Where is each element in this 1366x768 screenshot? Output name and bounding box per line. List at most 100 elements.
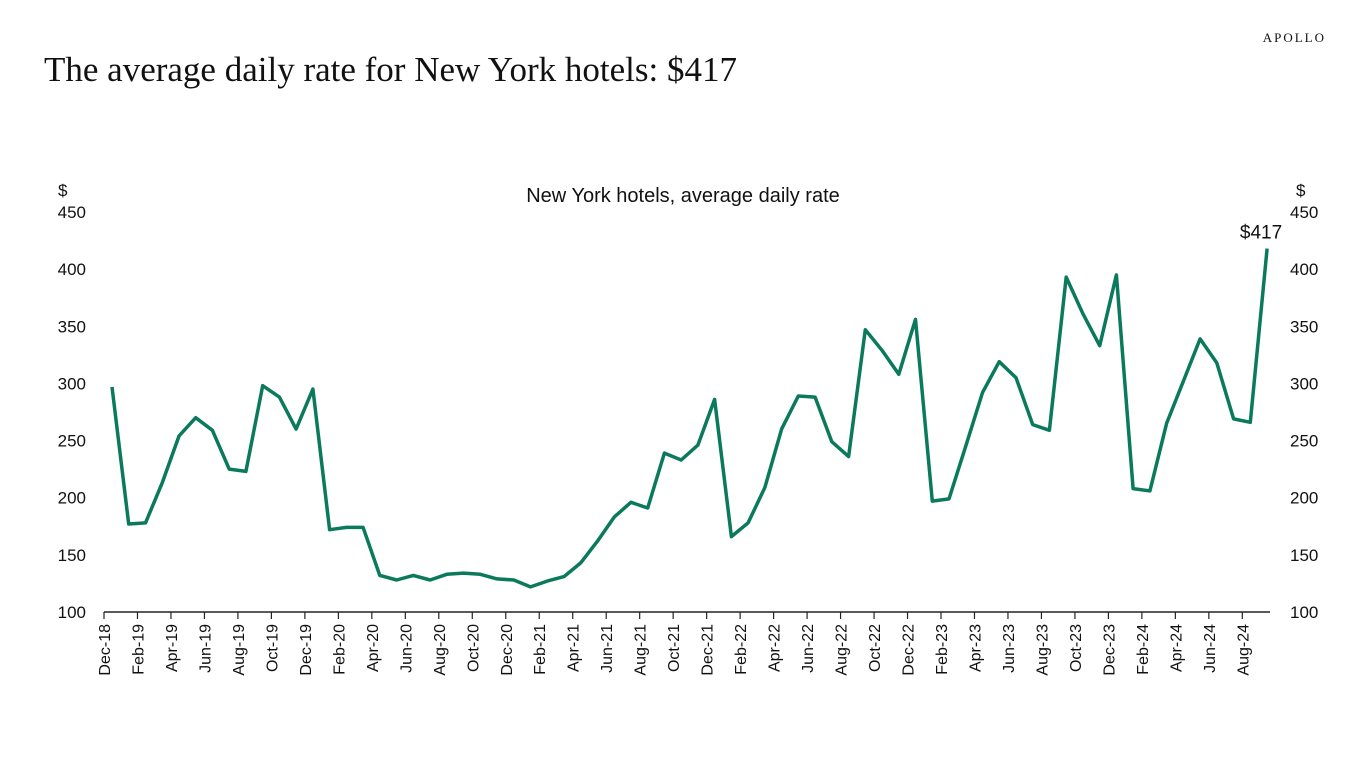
- data-point-Nov-21: [696, 444, 699, 447]
- data-point-Apr-24: [1182, 380, 1185, 383]
- data-point-Aug-22: [847, 455, 850, 458]
- x-tick-label: Jun-24: [1202, 624, 1219, 673]
- data-point-Feb-23: [948, 497, 951, 500]
- y-tick-label-left: 300: [58, 374, 86, 393]
- data-point-May-21: [596, 540, 599, 543]
- x-tick-label: Aug-22: [834, 624, 851, 676]
- data-point-Nov-20: [496, 577, 499, 580]
- data-point-Jan-21: [529, 585, 532, 588]
- x-tick-label: Feb-22: [733, 624, 750, 675]
- data-point-Jul-21: [629, 501, 632, 504]
- data-point-Feb-20: [345, 526, 348, 529]
- y-tick-label-left: 450: [58, 203, 86, 222]
- x-tick-label: Feb-20: [331, 624, 348, 675]
- y-tick-label-left: 350: [58, 317, 86, 336]
- x-tick-label: Oct-22: [867, 624, 884, 672]
- series-line: [110, 248, 1269, 589]
- x-tick-label: Apr-23: [967, 624, 984, 672]
- data-point-Dec-22: [914, 318, 917, 321]
- data-point-Sep-22: [864, 328, 867, 331]
- x-tick-label: Feb-23: [934, 624, 951, 675]
- data-point-Aug-23: [1048, 429, 1051, 432]
- data-point-May-24: [1199, 337, 1202, 340]
- data-point-Nov-22: [897, 373, 900, 376]
- x-tick-label: Dec-20: [499, 624, 516, 676]
- data-point-Apr-23: [981, 391, 984, 394]
- data-point-Apr-22: [780, 428, 783, 431]
- data-point-Jul-23: [1031, 423, 1034, 426]
- data-point-Feb-21: [546, 580, 549, 583]
- x-tick-label: Apr-24: [1168, 624, 1185, 672]
- data-point-Dec-19: [311, 388, 314, 391]
- data-point-Sep-20: [462, 572, 465, 575]
- data-point-May-23: [998, 360, 1001, 363]
- data-point-Mar-21: [562, 575, 565, 578]
- x-tick-label: Jun-20: [398, 624, 415, 673]
- x-tick-label: Feb-21: [532, 624, 549, 675]
- series-points: [111, 247, 1269, 588]
- data-point-Aug-20: [445, 573, 448, 576]
- data-point-Sep-23: [1065, 276, 1068, 279]
- x-tick-label: Dec-23: [1101, 624, 1118, 676]
- x-tick-label: Oct-19: [264, 624, 281, 672]
- data-point-Jan-24: [1132, 487, 1135, 490]
- data-point-Mar-24: [1165, 422, 1168, 425]
- data-point-Jun-23: [1014, 376, 1017, 379]
- data-point-Mar-22: [763, 486, 766, 489]
- x-tick-label: Dec-22: [901, 624, 918, 676]
- y-tick-label-right: 450: [1290, 203, 1318, 222]
- data-point-May-22: [797, 395, 800, 398]
- data-point-Jun-22: [814, 396, 817, 399]
- data-point-Mar-20: [362, 526, 365, 529]
- data-point-Oct-19: [278, 396, 281, 399]
- data-point-Feb-22: [747, 521, 750, 524]
- x-tick-label: Aug-24: [1235, 624, 1252, 676]
- data-point-Mar-23: [964, 445, 967, 448]
- x-tick-label: Jun-22: [800, 624, 817, 673]
- y-axis-unit-right: $: [1296, 181, 1306, 200]
- x-tick-label: Feb-19: [130, 624, 147, 675]
- data-point-Apr-21: [579, 561, 582, 564]
- data-point-Jun-21: [613, 516, 616, 519]
- data-point-Dec-23: [1115, 273, 1118, 276]
- data-point-Dec-21: [713, 398, 716, 401]
- x-axis-ticks: Dec-18 Feb-19 Apr-19 Jun-19 Aug-19 Oct-19 Dec-…: [97, 612, 1252, 676]
- x-tick-label: Oct-23: [1068, 624, 1085, 672]
- data-point-Aug-19: [244, 470, 247, 473]
- y-tick-label-left: 150: [58, 546, 86, 565]
- data-point-Nov-19: [295, 428, 298, 431]
- data-point-Oct-20: [479, 573, 482, 576]
- data-point-May-20: [395, 579, 398, 582]
- data-point-Feb-24: [1148, 489, 1151, 492]
- brand-logo: APOLLO: [1262, 30, 1326, 45]
- data-point-Oct-23: [1081, 312, 1084, 315]
- y-axis-right: 100 150 200 250 300 350 400 450: [1290, 203, 1318, 622]
- x-tick-label: Jun-21: [599, 624, 616, 673]
- x-tick-label: Aug-23: [1034, 624, 1051, 676]
- x-tick-label: Apr-20: [365, 624, 382, 672]
- x-tick-label: Aug-20: [432, 624, 449, 676]
- data-point-Jun-19: [211, 429, 214, 432]
- data-point-Jan-22: [730, 535, 733, 538]
- data-point-Dec-20: [512, 579, 515, 582]
- y-tick-label-left: 100: [58, 603, 86, 622]
- data-point-Jan-23: [931, 500, 934, 503]
- data-point-Jun-24: [1215, 361, 1218, 364]
- x-tick-label: Dec-19: [298, 624, 315, 676]
- y-tick-label-left: 250: [58, 432, 86, 451]
- y-tick-label-right: 250: [1290, 432, 1318, 451]
- data-point-Sep-24: [1266, 247, 1269, 250]
- data-point-Apr-19: [177, 435, 180, 438]
- y-axis-unit-left: $: [58, 181, 68, 200]
- x-tick-label: Aug-19: [231, 624, 248, 676]
- data-point-Feb-19: [144, 521, 147, 524]
- data-point-Jun-20: [412, 574, 415, 577]
- x-tick-label: Dec-18: [97, 624, 114, 676]
- y-tick-label-right: 150: [1290, 546, 1318, 565]
- data-point-Apr-20: [378, 574, 381, 577]
- data-point-Aug-21: [646, 507, 649, 510]
- data-point-Sep-21: [663, 452, 666, 455]
- data-point-Jul-24: [1232, 417, 1235, 420]
- data-point-Jul-19: [228, 468, 231, 471]
